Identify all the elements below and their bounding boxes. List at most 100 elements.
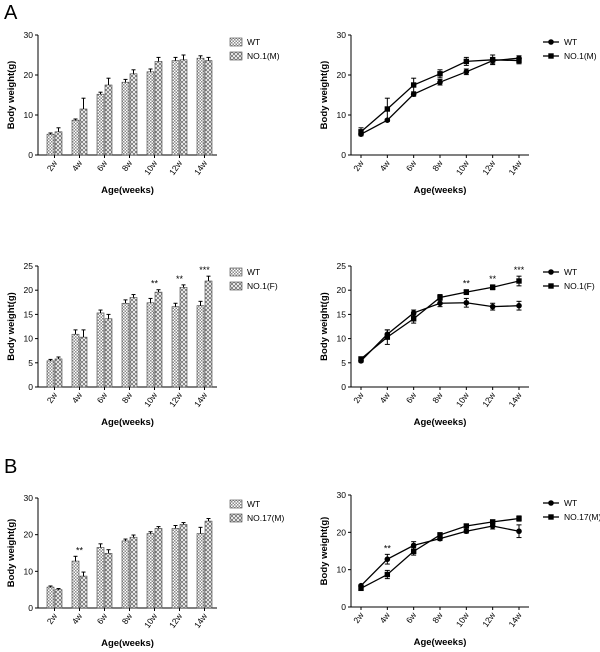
legend-label: NO.1(F): [564, 281, 595, 291]
legend-label: WT: [564, 37, 577, 47]
significance-label: **: [76, 545, 84, 555]
y-axis-label: Body weight(g): [6, 519, 17, 588]
legend-marker: [548, 514, 554, 520]
data-point: [516, 302, 522, 309]
data-point: [489, 284, 496, 290]
series-line: [360, 517, 520, 589]
data-point: [410, 542, 417, 549]
x-axis-label: Age(weeks): [101, 185, 154, 196]
y-tick-label: 25: [24, 261, 34, 271]
bar: [171, 306, 180, 388]
x-tick-label: 8w: [430, 158, 445, 173]
x-tick-label: 14w: [507, 610, 525, 629]
bar: [129, 73, 138, 156]
data-point: [516, 528, 522, 535]
x-axis-label: Age(weeks): [414, 637, 467, 648]
legend-label: WT: [247, 499, 260, 509]
y-tick-label: 10: [337, 565, 347, 575]
x-tick-label: 2w: [45, 390, 60, 405]
y-axis-label: Body weight(g): [319, 61, 330, 130]
data-point: [489, 523, 496, 529]
bar: [146, 71, 155, 156]
y-axis-label: Body weight(g): [6, 61, 17, 130]
data-point: [410, 91, 417, 97]
bar: [154, 291, 163, 388]
x-tick-label: 12w: [167, 158, 185, 177]
legend-label: WT: [564, 498, 577, 508]
data-point: [463, 69, 470, 75]
x-tick-label: 6w: [404, 610, 419, 625]
y-tick-label: 10: [24, 110, 34, 120]
legend-label: WT: [247, 267, 260, 277]
x-tick-label: 4w: [378, 610, 393, 625]
chart-bar-no1-male: 0 10 20 30 2w 4w 6w 8w 10w 12w 14w Age(weeks) Body w…: [6, 30, 280, 196]
bar: [54, 131, 63, 156]
y-tick-label: 5: [341, 358, 346, 368]
data-point: [358, 129, 364, 135]
bar: [121, 81, 130, 156]
x-tick-label: 4w: [70, 158, 85, 173]
legend-label: WT: [564, 267, 577, 277]
x-axis-label: Age(weeks): [414, 185, 467, 196]
bar: [179, 524, 188, 609]
x-tick-label: 6w: [95, 611, 110, 626]
x-tick-label: 2w: [351, 610, 366, 625]
x-tick-label: 14w: [507, 158, 525, 177]
bar: [46, 133, 55, 156]
x-tick-label: 2w: [351, 390, 366, 405]
x-tick-label: 4w: [378, 390, 393, 405]
bar: [204, 280, 213, 388]
x-tick-label: 4w: [70, 611, 85, 626]
data-point: [410, 316, 417, 322]
legend-swatch: [229, 267, 243, 277]
x-axis-label: Age(weeks): [101, 638, 154, 649]
x-tick-label: 4w: [378, 158, 393, 173]
bar: [79, 108, 88, 156]
x-tick-label: 10w: [454, 610, 472, 629]
bar: [154, 528, 163, 609]
data-point: [463, 299, 470, 306]
legend-marker: [548, 53, 554, 59]
significance-label: **: [384, 543, 392, 553]
data-point: [437, 294, 443, 301]
data-point: [463, 58, 470, 65]
bar: [196, 57, 205, 156]
data-point: [489, 57, 496, 63]
legend-marker: [548, 500, 554, 506]
legend-label: NO.1(M): [247, 51, 280, 61]
bar: [179, 59, 188, 156]
x-tick-label: 8w: [120, 390, 135, 405]
x-tick-label: 6w: [404, 158, 419, 173]
y-axis-label: Body weight(g): [319, 292, 330, 361]
data-point: [516, 57, 522, 64]
x-tick-label: 2w: [351, 158, 366, 173]
data-point: [437, 79, 443, 85]
chart-line-no1-female: 0 5 10 15 20 25 2w 4w 6w 8w 10w 12w 14w Age(weeks) Bod…: [319, 261, 595, 428]
legend-swatch: [229, 499, 243, 509]
x-tick-label: 10w: [142, 390, 160, 409]
x-tick-label: 8w: [120, 611, 135, 626]
x-tick-label: 2w: [45, 158, 60, 173]
y-tick-label: 20: [24, 70, 34, 80]
data-point: [463, 528, 470, 535]
x-tick-label: 14w: [192, 158, 210, 177]
bar: [121, 540, 130, 609]
x-tick-label: 12w: [480, 390, 498, 409]
y-tick-label: 10: [24, 334, 34, 344]
data-point: [437, 71, 443, 77]
y-tick-label: 0: [341, 382, 346, 392]
y-tick-label: 10: [337, 110, 347, 120]
bar: [54, 589, 63, 609]
data-point: [516, 515, 522, 522]
x-tick-label: 12w: [167, 390, 185, 409]
legend-label: NO.17(M): [564, 512, 600, 522]
y-tick-label: 5: [28, 358, 33, 368]
legend-swatch: [229, 281, 243, 291]
bar: [46, 586, 55, 609]
bar: [204, 60, 213, 156]
x-tick-label: 2w: [45, 611, 60, 626]
legend-label: NO.1(F): [247, 281, 278, 291]
legend-label: NO.1(M): [564, 51, 597, 61]
panel-letter-b: B: [4, 456, 17, 478]
data-point: [384, 571, 391, 578]
